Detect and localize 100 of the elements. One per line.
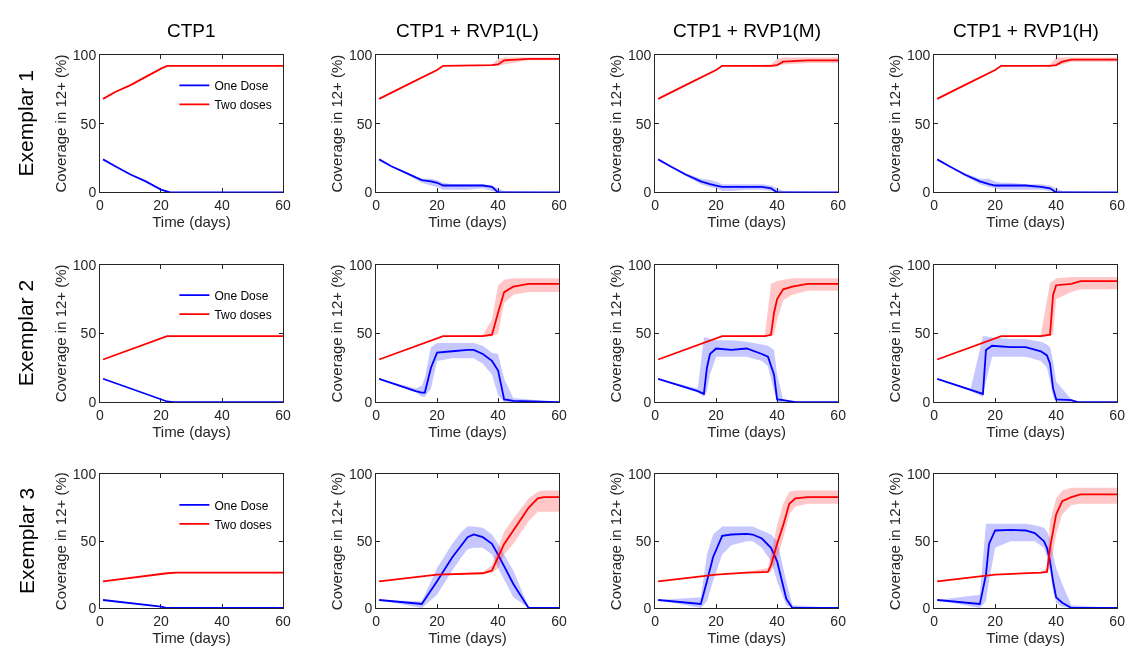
y-axis-title: Coverage in 12+ (%) [607,472,625,611]
y-tick-label: 50 [80,533,97,550]
x-tick-label: 60 [275,612,292,629]
x-tick-label: 40 [769,612,786,629]
x-axis-title: Time (days) [707,213,786,231]
x-tick-label: 20 [708,612,725,629]
y-tick-label: 100 [348,46,373,63]
y-tick-label: 100 [906,466,931,483]
x-tick-label: 20 [708,197,725,214]
y-tick-label: 0 [364,184,373,201]
x-tick-label: 20 [987,406,1004,423]
legend-label: One Dose [214,498,269,513]
y-tick-label: 50 [356,533,373,550]
y-tick-label: 100 [72,466,97,483]
y-axis-title: Coverage in 12+ (%) [886,54,904,193]
x-tick-label: 60 [830,406,847,423]
x-tick-label: 20 [153,197,169,214]
x-tick-label: 40 [214,612,231,629]
y-tick-label: 100 [627,466,652,483]
y-tick-label: 0 [364,394,373,411]
y-tick-label: 100 [627,256,652,273]
x-axis-title: Time (days) [707,628,786,646]
x-tick-label: 20 [429,612,446,629]
y-tick-label: 50 [635,533,652,550]
y-axis-title: Coverage in 12+ (%) [52,472,70,611]
legend-label: One Dose [214,79,269,94]
x-axis-title: Time (days) [152,422,231,440]
legend-label: Two doses [214,517,272,532]
y-tick-label: 100 [72,256,97,273]
y-tick-label: 50 [914,325,931,342]
x-tick-label: 20 [429,197,446,214]
y-tick-label: 50 [635,325,652,342]
x-tick-label: 60 [1109,197,1126,214]
x-axis-title: Time (days) [428,422,507,440]
line-series [657,347,839,403]
x-axis-title: Time (days) [428,213,507,231]
x-tick-label: 20 [153,406,169,423]
x-tick-label: 40 [214,406,231,423]
x-tick-label: 60 [830,612,847,629]
x-tick-label: 60 [275,197,292,214]
y-tick-label: 50 [356,115,373,132]
y-axis-title: Coverage in 12+ (%) [328,264,346,403]
x-tick-label: 40 [769,406,786,423]
y-tick-label: 100 [627,46,652,63]
y-tick-label: 0 [88,599,97,616]
legend-label: One Dose [214,288,269,303]
y-tick-label: 0 [922,599,931,616]
y-axis-title: Coverage in 12+ (%) [328,472,346,611]
text: Exemplar 3 [14,487,38,594]
y-tick-label: 0 [922,184,931,201]
x-tick-label: 20 [987,612,1004,629]
y-tick-label: 0 [643,184,652,201]
x-tick-label: 20 [708,406,725,423]
y-tick-label: 0 [643,394,652,411]
y-axis-title: Coverage in 12+ (%) [52,264,70,403]
chart-title: CTP1 + RVP1(M) [673,20,821,41]
chart-title: CTP1 + RVP1(H) [953,20,1099,41]
chart-title: CTP1 [167,20,216,41]
text: Exemplar 1 [14,70,38,177]
x-tick-label: 40 [214,197,231,214]
x-tick-label: 60 [551,612,568,629]
y-tick-label: 50 [356,325,373,342]
y-axis-title: Coverage in 12+ (%) [886,264,904,403]
x-tick-label: 60 [830,197,847,214]
y-tick-label: 0 [88,394,97,411]
x-tick-label: 60 [551,197,568,214]
y-axis-title: Coverage in 12+ (%) [607,54,625,193]
x-tick-label: 60 [1109,612,1126,629]
x-tick-label: 40 [1048,612,1065,629]
text: Exemplar 2 [14,279,38,387]
y-tick-label: 0 [643,599,652,616]
y-tick-label: 50 [80,325,97,342]
y-tick-label: 0 [88,184,97,201]
x-tick-label: 20 [429,406,446,423]
y-tick-label: 100 [906,256,931,273]
y-tick-label: 50 [914,115,931,132]
y-tick-label: 0 [364,599,373,616]
y-tick-label: 100 [906,46,931,63]
x-axis-title: Time (days) [428,628,507,646]
y-axis-title: Coverage in 12+ (%) [328,54,346,193]
y-tick-label: 50 [80,115,97,132]
x-tick-label: 60 [1109,406,1126,423]
x-tick-label: 40 [1048,197,1065,214]
y-tick-label: 100 [72,46,97,63]
y-axis-title: Coverage in 12+ (%) [52,54,70,193]
y-tick-label: 50 [914,533,931,550]
x-tick-label: 40 [490,197,507,214]
line-series [102,64,284,100]
legend-label: Two doses [214,98,272,113]
y-tick-label: 100 [348,256,373,273]
x-axis-title: Time (days) [152,628,231,646]
x-axis-title: Time (days) [986,628,1065,646]
y-axis-title: Coverage in 12+ (%) [886,472,904,611]
y-tick-label: 100 [348,466,373,483]
y-axis-title: Coverage in 12+ (%) [607,264,625,403]
x-axis-title: Time (days) [986,422,1065,440]
x-tick-label: 40 [490,612,507,629]
x-axis-title: Time (days) [152,213,231,231]
chart-title: CTP1 + RVP1(L) [396,20,539,41]
x-tick-label: 20 [987,197,1004,214]
